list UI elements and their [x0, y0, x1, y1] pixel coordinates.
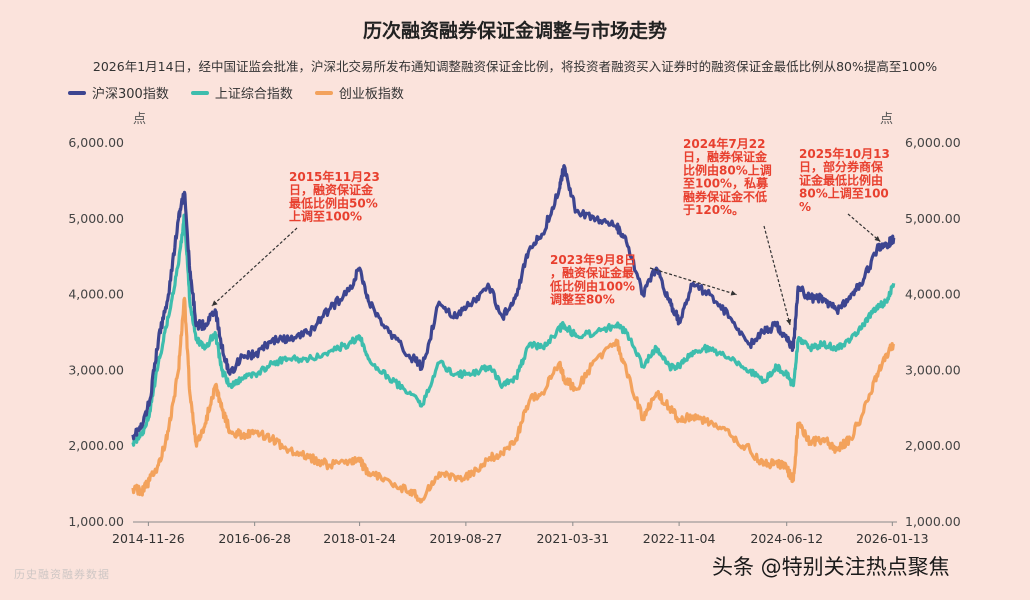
annotation-arrowhead: [730, 290, 737, 296]
y-tick-right: 5,000.00: [905, 211, 961, 226]
annotation-text-line: 80%上调至100: [799, 186, 889, 201]
ann-2024: 2024年7月22日，融券保证金比例由80%上调至100%，私募融券保证金不低于…: [683, 136, 792, 326]
annotation-text-line: 比例由80%上调: [683, 162, 772, 177]
legend-item-chinext[interactable]: 创业板指数: [314, 83, 404, 102]
legend-label-hs300: 沪深300指数: [92, 87, 169, 102]
x-tick-label: 2024-06-12: [750, 531, 823, 546]
annotation-text-line: 融券保证金不低: [683, 189, 767, 204]
annotation-arrow: [649, 267, 737, 296]
y-tick-left: 4,000.00: [68, 287, 124, 302]
series-line-chinext: [131, 296, 896, 504]
y-tick-left: 1,000.00: [68, 514, 124, 529]
annotation-text-line: 2015年11月23: [289, 169, 380, 184]
y-tick-right: 3,000.00: [905, 362, 961, 377]
legend-label-chinext: 创业板指数: [338, 87, 404, 102]
annotation-text-line: ，融资保证金最: [550, 265, 635, 280]
annotation-text-line: 上调至100%: [289, 209, 362, 224]
legend-swatch-shcomp: [190, 90, 209, 95]
series-line-shcomp: [131, 213, 896, 447]
annotation-arrowhead: [874, 236, 881, 242]
legend-label-shcomp: 上证综合指数: [214, 87, 293, 102]
legend-item-hs300[interactable]: 沪深300指数: [68, 83, 169, 102]
annotation-text-line: 日，部分券商保: [799, 159, 884, 174]
annotation-text-line: 至100%，私募: [683, 176, 769, 191]
y-tick-left: 2,000.00: [68, 438, 124, 453]
annotation-text-line: %: [799, 200, 811, 214]
annotation-text-line: 日，融资保证金: [289, 182, 374, 197]
annotation-text-line: 证金最低比例由: [799, 172, 883, 187]
chart-title: 历次融资融券保证金调整与市场走势: [362, 20, 667, 42]
annotation-text-line: 于120%。: [683, 203, 744, 217]
annotation-arrow: [763, 225, 791, 326]
axes: 1,000.00 1,000.00 2,000.00 2,000.00 3,000.00…: [68, 135, 960, 546]
annotation-arrow: [211, 227, 298, 307]
x-tick-label: 2018-01-24: [323, 531, 396, 546]
x-tick-label: 2026-01-13: [856, 531, 929, 546]
y-tick-right: 1,000.00: [905, 514, 961, 529]
annotation-text-line: 日，融券保证金: [683, 149, 768, 164]
source-text: 历史融资融券数据: [14, 568, 110, 581]
y-tick-right: 2,000.00: [905, 438, 961, 453]
annotation-arrowhead: [786, 319, 792, 325]
annotation-text-line: 2023年9月8日: [550, 252, 636, 267]
legend-item-shcomp[interactable]: 上证综合指数: [190, 83, 293, 102]
series-line-hs300: [131, 164, 896, 441]
annotation-text-line: 低比例由100%: [549, 278, 635, 293]
x-tick-label: 2022-11-04: [643, 531, 716, 546]
chart-subtitle: 2026年1月14日，经中国证监会批准，沪深北交易所发布通知调整融资保证金比例，…: [92, 59, 938, 74]
y-tick-right: 6,000.00: [905, 135, 961, 150]
annotation-arrow: [847, 213, 881, 242]
annotation-text-line: 调整至80%: [550, 292, 615, 307]
series-layer: [131, 164, 896, 504]
annotation-arrowhead: [211, 300, 218, 306]
legend-swatch-chinext: [314, 90, 333, 95]
y-tick-left: 5,000.00: [68, 211, 124, 226]
y-tick-left: 3,000.00: [68, 362, 124, 377]
watermark: 头条 @特别关注热点聚焦: [712, 555, 950, 579]
y-tick-right: 4,000.00: [905, 287, 961, 302]
left-axis-unit: 点: [133, 112, 147, 127]
legend: 沪深300指数 上证综合指数 创业板指数: [68, 83, 404, 102]
annotation-text-line: 最低比例由50%: [289, 195, 378, 210]
x-tick-label: 2019-08-27: [430, 531, 503, 546]
x-tick-label: 2021-03-31: [536, 531, 609, 546]
x-tick-label: 2016-06-28: [218, 531, 291, 546]
y-tick-left: 6,000.00: [68, 135, 124, 150]
legend-swatch-hs300: [68, 90, 86, 95]
annotation-text-line: 2025年10月13: [799, 146, 890, 161]
right-axis-unit: 点: [880, 112, 894, 127]
annotation-text-line: 2024年7月22: [683, 136, 765, 151]
x-tick-label: 2014-11-26: [112, 531, 185, 546]
